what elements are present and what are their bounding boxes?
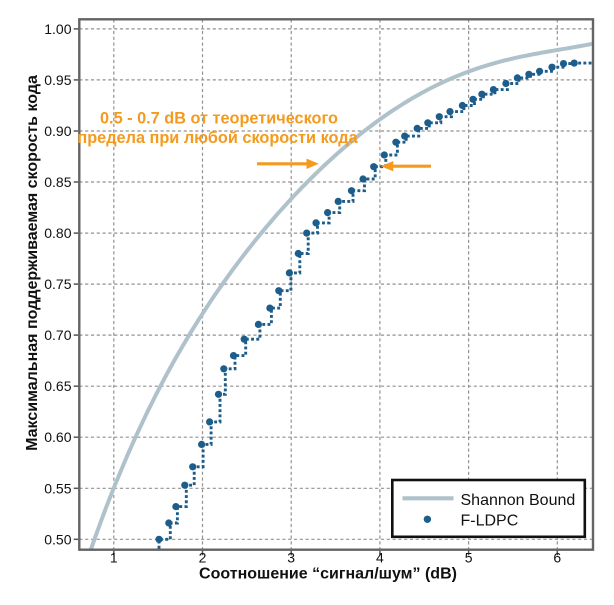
svg-text:0.70: 0.70 — [44, 327, 71, 343]
svg-text:0.50: 0.50 — [44, 531, 71, 547]
svg-text:0.5 - 0.7 dB от теоретического: 0.5 - 0.7 dB от теоретического — [100, 110, 338, 128]
svg-text:2: 2 — [199, 549, 207, 565]
svg-text:0.90: 0.90 — [44, 123, 71, 139]
svg-text:F-LDPC: F-LDPC — [461, 513, 519, 530]
svg-text:0.55: 0.55 — [44, 480, 71, 496]
svg-text:0.85: 0.85 — [44, 174, 71, 190]
svg-text:0.65: 0.65 — [44, 378, 71, 394]
svg-text:1: 1 — [110, 549, 118, 565]
svg-text:Максимальная поддерживаемая ск: Максимальная поддерживаемая скорость код… — [24, 75, 41, 451]
svg-text:предела при любой скорости код: предела при любой скорости кода — [77, 129, 358, 147]
svg-text:5: 5 — [465, 549, 473, 565]
svg-text:Shannon Bound: Shannon Bound — [461, 492, 576, 509]
svg-text:4: 4 — [376, 549, 384, 565]
svg-text:Соотношение “сигнал/шум” (dB): Соотношение “сигнал/шум” (dB) — [199, 566, 457, 583]
svg-text:3: 3 — [287, 549, 295, 565]
svg-text:0.75: 0.75 — [44, 276, 71, 292]
svg-text:6: 6 — [553, 549, 561, 565]
svg-text:0.60: 0.60 — [44, 429, 71, 445]
svg-text:1.00: 1.00 — [44, 21, 71, 37]
svg-text:0.80: 0.80 — [44, 225, 71, 241]
svg-text:0.95: 0.95 — [44, 72, 71, 88]
